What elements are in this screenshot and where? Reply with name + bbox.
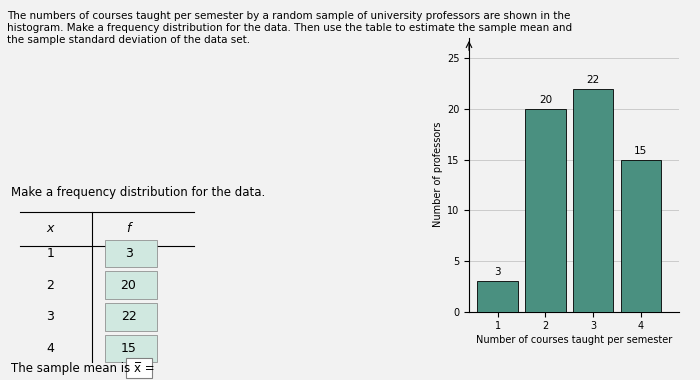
FancyBboxPatch shape	[105, 240, 157, 268]
Text: 15: 15	[634, 146, 648, 155]
Text: 15: 15	[120, 342, 136, 355]
X-axis label: Number of courses taught per semester: Number of courses taught per semester	[476, 336, 672, 345]
Text: The sample mean is x̅ =: The sample mean is x̅ =	[11, 362, 159, 375]
Text: 3: 3	[494, 267, 501, 277]
Text: 20: 20	[539, 95, 552, 105]
Bar	[620, 160, 661, 312]
Text: Make a frequency distribution for the data.: Make a frequency distribution for the da…	[11, 186, 265, 200]
Text: 3: 3	[46, 310, 55, 323]
Text: 1: 1	[46, 247, 55, 260]
Text: The numbers of courses taught per semester by a random sample of university prof: The numbers of courses taught per semest…	[7, 11, 572, 44]
Text: 22: 22	[587, 74, 600, 85]
FancyBboxPatch shape	[105, 334, 157, 362]
Y-axis label: Number of professors: Number of professors	[433, 122, 442, 228]
Text: 3: 3	[125, 247, 132, 260]
Text: x: x	[47, 222, 54, 235]
FancyBboxPatch shape	[127, 358, 153, 378]
Text: f: f	[126, 222, 131, 235]
Text: 2: 2	[46, 279, 55, 292]
FancyBboxPatch shape	[105, 271, 157, 299]
Bar	[573, 89, 613, 312]
Text: 22: 22	[120, 310, 136, 323]
Text: 4: 4	[46, 342, 55, 355]
FancyBboxPatch shape	[105, 303, 157, 331]
Bar	[477, 281, 518, 312]
Text: 20: 20	[120, 279, 136, 292]
Bar	[525, 109, 566, 312]
